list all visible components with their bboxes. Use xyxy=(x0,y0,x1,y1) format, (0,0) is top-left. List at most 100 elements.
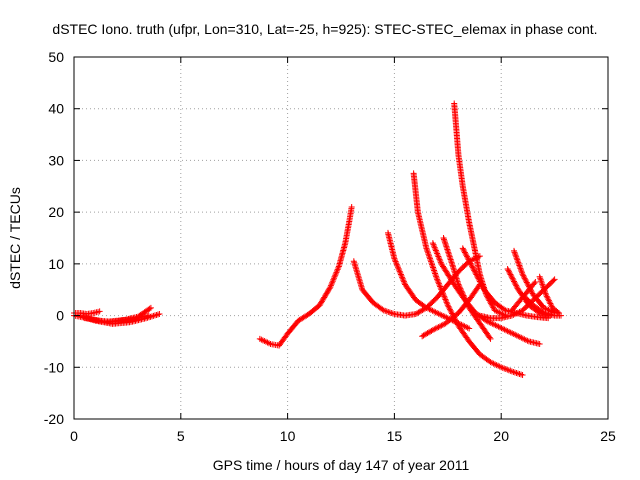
data-point xyxy=(515,261,522,268)
data-point xyxy=(548,301,555,308)
series-arc-13 xyxy=(459,245,552,322)
data-point xyxy=(329,279,336,286)
data-point xyxy=(431,267,438,274)
axis-ticks: 0 5 10 15 20 25 -20 -10 0 10 20 30 40 50 xyxy=(44,49,616,444)
y-tick-label: 10 xyxy=(48,256,64,272)
data-point xyxy=(435,279,442,286)
data-point xyxy=(330,275,337,282)
data-point xyxy=(423,245,430,252)
data-point xyxy=(516,262,523,269)
data-point xyxy=(441,295,448,302)
data-point xyxy=(476,277,483,284)
data-point xyxy=(392,258,399,265)
data-point xyxy=(439,321,446,328)
data-point xyxy=(446,304,453,311)
data-point xyxy=(487,335,494,342)
data-point xyxy=(543,293,550,300)
data-point xyxy=(427,255,433,262)
data-point xyxy=(329,278,336,285)
data-point xyxy=(463,299,470,306)
data-point xyxy=(429,327,436,334)
data-point xyxy=(458,288,465,295)
data-point xyxy=(463,297,470,304)
data-point xyxy=(394,264,401,271)
x-tick-label: 15 xyxy=(387,428,403,444)
data-point xyxy=(401,280,408,287)
data-point xyxy=(544,294,551,301)
data-point xyxy=(437,259,444,266)
data-point xyxy=(438,286,445,293)
data-point xyxy=(439,289,446,296)
series-arc-16 xyxy=(511,247,558,316)
data-point xyxy=(473,271,480,278)
data-point xyxy=(473,272,480,279)
data-point xyxy=(512,250,519,257)
data-point xyxy=(474,274,481,281)
data-point xyxy=(397,271,404,278)
data-point xyxy=(513,255,520,262)
data-point xyxy=(440,290,447,297)
x-axis-label: GPS time / hours of day 147 of year 2011 xyxy=(213,457,470,473)
data-point xyxy=(539,309,546,316)
data-point xyxy=(472,270,479,277)
data-point xyxy=(429,261,436,268)
data-point xyxy=(434,276,441,283)
data-point xyxy=(452,317,459,324)
plot-frame xyxy=(73,56,609,420)
data-point xyxy=(335,264,342,271)
data-point xyxy=(515,259,522,266)
data-point xyxy=(504,266,511,273)
data-point xyxy=(514,256,521,263)
data-point xyxy=(545,297,552,304)
data-points xyxy=(71,100,565,379)
data-point xyxy=(466,257,473,264)
data-point xyxy=(466,259,473,266)
data-point xyxy=(470,266,477,273)
y-tick-label: 50 xyxy=(48,49,64,65)
data-point xyxy=(461,248,468,255)
data-point xyxy=(146,305,153,312)
data-point xyxy=(457,287,464,294)
data-point xyxy=(434,277,441,284)
data-point xyxy=(456,284,463,291)
data-point xyxy=(545,296,552,303)
data-point xyxy=(432,247,439,254)
data-point xyxy=(512,252,519,259)
data-point xyxy=(461,293,468,300)
data-point xyxy=(513,282,520,289)
data-point xyxy=(399,275,406,282)
data-point xyxy=(428,260,435,267)
data-point xyxy=(396,268,403,275)
data-point xyxy=(445,303,452,310)
data-point xyxy=(438,322,445,329)
data-point xyxy=(546,299,553,306)
data-point xyxy=(554,308,561,315)
data-point xyxy=(464,253,471,260)
data-point xyxy=(469,263,476,270)
data-point xyxy=(437,283,444,290)
data-point xyxy=(96,308,103,315)
data-point xyxy=(424,248,431,255)
data-point xyxy=(434,250,441,257)
data-point xyxy=(327,284,334,291)
data-point xyxy=(464,300,471,307)
data-point xyxy=(398,272,405,279)
series-arc-12 xyxy=(451,100,509,319)
data-point xyxy=(522,276,529,283)
data-point xyxy=(435,280,442,287)
x-tick-label: 0 xyxy=(70,428,78,444)
data-point xyxy=(427,257,434,264)
data-point xyxy=(517,265,524,272)
y-tick-label: -10 xyxy=(44,359,64,375)
data-point xyxy=(391,257,398,264)
data-point xyxy=(440,292,447,299)
data-point xyxy=(446,306,453,313)
data-point xyxy=(399,274,406,281)
data-point xyxy=(435,254,442,261)
data-point xyxy=(519,372,526,379)
data-point xyxy=(430,264,437,271)
data-point xyxy=(428,258,435,265)
data-point xyxy=(511,247,518,254)
data-point xyxy=(460,292,467,299)
series-arc-8 xyxy=(410,170,526,379)
